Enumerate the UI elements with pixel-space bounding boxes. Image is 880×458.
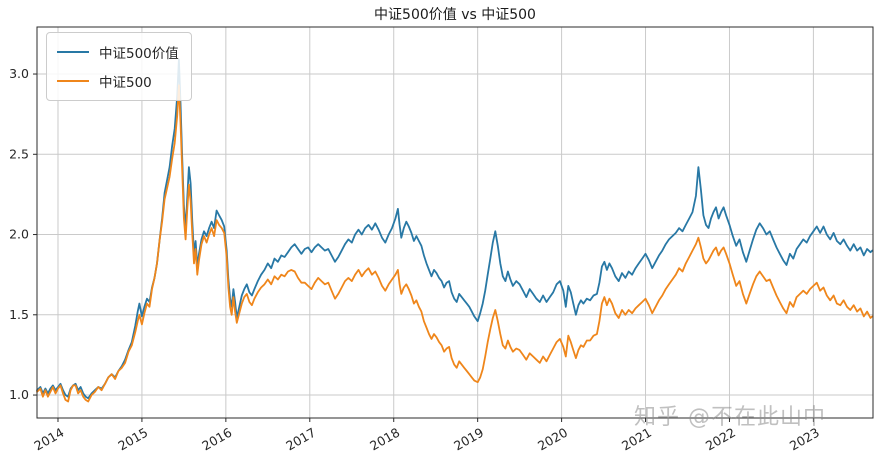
legend-item-1: 中证500: [57, 71, 179, 91]
legend-label-1: 中证500: [99, 75, 152, 91]
series-line-0: [36, 58, 874, 400]
y-tick-label: 2.0: [9, 227, 29, 242]
watermark: 知乎 @不在此山中: [634, 405, 826, 430]
x-tick-label: 2016: [199, 425, 234, 454]
plot-border: [36, 26, 874, 419]
grid-layer: [37, 27, 873, 418]
x-tick-label: 2017: [283, 425, 318, 454]
y-tick-label: 3.0: [9, 66, 29, 81]
x-tick-label: 2018: [367, 425, 402, 454]
tick-layer: [33, 73, 814, 422]
x-tick-label: 2015: [115, 425, 150, 454]
chart-title: 中证500价值 vs 中证500: [374, 7, 536, 23]
x-tick-label: 2020: [535, 425, 570, 454]
legend-swatch-0: [57, 51, 89, 53]
legend: 中证500价值 中证500: [46, 32, 192, 101]
y-tick-label: 1.5: [9, 307, 29, 322]
x-tick-label: 2019: [451, 425, 486, 454]
series-line-1: [36, 84, 874, 403]
legend-swatch-1: [57, 80, 89, 82]
y-tick-label: 2.5: [9, 146, 29, 161]
legend-label-0: 中证500价值: [99, 46, 179, 62]
legend-item-0: 中证500价值: [57, 42, 179, 62]
series-layer: [36, 58, 874, 403]
y-tick-label: 1.0: [9, 387, 29, 402]
x-tick-label: 2014: [31, 425, 66, 454]
